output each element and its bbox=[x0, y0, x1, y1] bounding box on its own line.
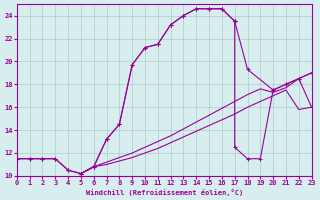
X-axis label: Windchill (Refroidissement éolien,°C): Windchill (Refroidissement éolien,°C) bbox=[85, 189, 243, 196]
